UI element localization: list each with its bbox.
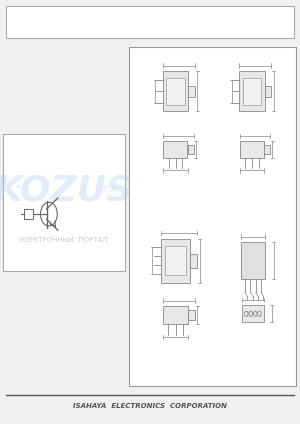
Bar (164, 141, 188, 158)
Bar (242, 305, 264, 322)
Text: KOZUS: KOZUS (0, 174, 132, 208)
Bar (243, 78, 261, 104)
Text: .ru: .ru (100, 184, 116, 194)
Text: •: • (15, 181, 21, 192)
Bar (241, 242, 265, 279)
Bar (163, 71, 188, 111)
Bar (190, 254, 197, 268)
Bar (3, 134, 124, 271)
Bar (265, 86, 272, 97)
Text: ISAHAYA  ELECTRONICS  CORPORATION: ISAHAYA ELECTRONICS CORPORATION (73, 403, 227, 409)
Bar (239, 71, 265, 111)
Bar (6, 6, 294, 38)
Bar (188, 145, 194, 154)
Bar (264, 145, 270, 154)
Bar (188, 86, 195, 97)
Bar (129, 47, 296, 386)
Text: ЭЛЕКТРОННЫЙ  ПОРТАЛ: ЭЛЕКТРОННЫЙ ПОРТАЛ (19, 236, 107, 243)
Bar (24, 209, 33, 219)
Bar (161, 238, 190, 283)
Bar (166, 78, 185, 104)
Bar (188, 310, 195, 320)
Bar (163, 306, 188, 324)
Bar (240, 141, 264, 158)
Bar (165, 246, 186, 276)
